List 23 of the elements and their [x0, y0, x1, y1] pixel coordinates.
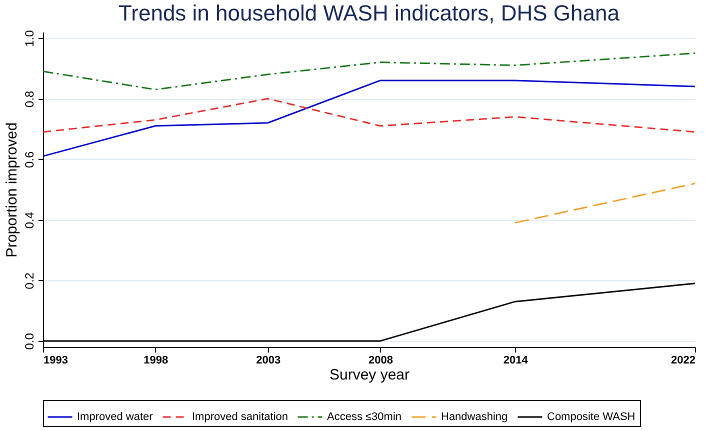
x-tick-label: 2014 — [503, 354, 529, 366]
y-tick-label: 1.0 — [22, 30, 36, 47]
chart-title: Trends in household WASH indicators, DHS Ghana — [118, 0, 620, 26]
x-axis-title: Survey year — [329, 366, 410, 384]
x-tick-label: 2003 — [256, 354, 281, 366]
y-tick-label: 0.0 — [22, 332, 36, 350]
x-tick-label: 1993 — [44, 354, 68, 366]
x-tick-label: 1998 — [144, 354, 168, 366]
y-tick-label: 0.8 — [22, 90, 36, 108]
legend-label: Access ≤30min — [327, 411, 402, 423]
y-tick-label: 0.4 — [22, 212, 36, 229]
legend-label: Handwashing — [441, 411, 508, 423]
legend-label: Composite WASH — [547, 411, 636, 423]
y-tick-label: 0.6 — [22, 151, 36, 168]
x-tick-label: 2008 — [368, 354, 393, 366]
y-tick-label: 0.2 — [22, 272, 36, 290]
line-series — [42, 52, 696, 90]
legend-label: Improved water — [77, 411, 154, 423]
line-series — [42, 80, 696, 157]
legend-label: Improved sanitation — [192, 411, 288, 423]
x-tick-label: 2022 — [671, 354, 696, 366]
y-axis-title: Proportion improved — [4, 122, 20, 258]
line-series — [42, 98, 696, 133]
